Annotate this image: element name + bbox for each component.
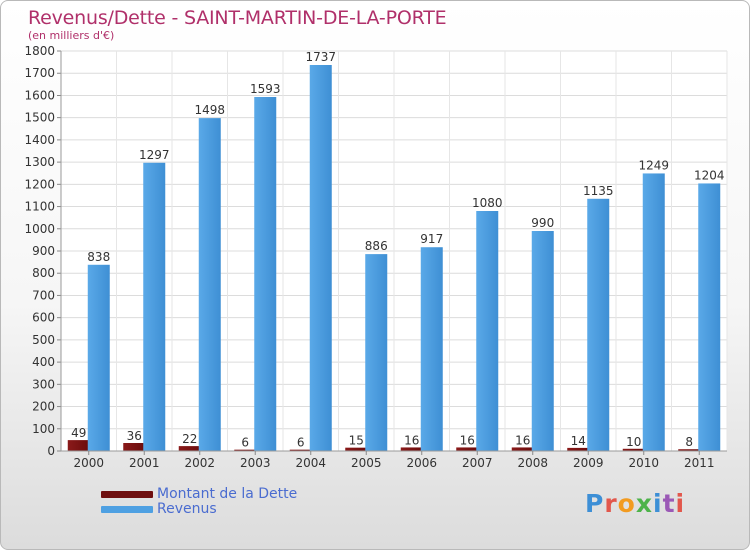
revenue-value-label: 1249	[638, 158, 669, 172]
debt-value-label: 16	[460, 433, 475, 447]
revenue-value-label: 917	[420, 232, 443, 246]
y-tick-label: 100	[32, 422, 55, 436]
y-tick-label: 900	[32, 244, 55, 258]
y-tick-label: 1700	[24, 66, 55, 80]
legend-label-dette: Montant de la Dette	[157, 486, 298, 502]
x-tick-label: 2005	[351, 456, 382, 470]
debt-value-label: 10	[626, 435, 641, 449]
debt-bar	[456, 447, 479, 451]
debt-value-label: 36	[127, 429, 142, 443]
x-tick-label: 2002	[184, 456, 215, 470]
debt-bar	[567, 447, 590, 451]
revenue-bar	[87, 264, 110, 451]
x-tick-label: 2006	[406, 456, 437, 470]
y-tick-label: 1300	[24, 155, 55, 169]
debt-value-label: 6	[241, 436, 249, 450]
y-tick-label: 1600	[24, 88, 55, 102]
revenue-bar	[254, 97, 277, 451]
revenue-value-label: 1593	[250, 82, 281, 96]
legend-item-revenus: Revenus	[101, 502, 297, 517]
y-tick-label: 800	[32, 266, 55, 280]
y-tick-label: 0	[47, 444, 55, 458]
chart-title: Revenus/Dette - SAINT-MARTIN-DE-LA-PORTE	[28, 7, 447, 29]
y-tick-label: 1400	[24, 133, 55, 147]
revenue-bar	[642, 173, 665, 451]
y-tick-label: 500	[32, 333, 55, 347]
debt-bar	[511, 447, 534, 451]
y-tick-label: 1500	[24, 111, 55, 125]
legend-item-dette: Montant de la Dette	[101, 487, 297, 502]
revenue-value-label: 1498	[194, 103, 225, 117]
chart-legend: Montant de la Dette Revenus	[101, 487, 297, 517]
debt-bar	[289, 449, 312, 451]
legend-swatch-dette	[101, 491, 153, 498]
debt-value-label: 8	[685, 435, 693, 449]
revenue-bar	[420, 247, 443, 451]
revenue-value-label: 1135	[583, 184, 614, 198]
y-tick-label: 200	[32, 400, 55, 414]
y-tick-label: 1800	[24, 44, 55, 58]
y-tick-label: 400	[32, 355, 55, 369]
debt-value-label: 14	[571, 434, 586, 448]
debt-value-label: 6	[297, 436, 305, 450]
revenue-bar	[143, 162, 166, 451]
revenue-bar	[531, 231, 554, 451]
x-tick-label: 2009	[573, 456, 604, 470]
y-tick-label: 300	[32, 377, 55, 391]
revenue-bar	[698, 183, 721, 451]
revenue-value-label: 1297	[139, 148, 170, 162]
x-tick-label: 2007	[462, 456, 493, 470]
debt-value-label: 16	[404, 433, 419, 447]
revenue-bar	[198, 118, 221, 451]
debt-value-label: 16	[515, 433, 530, 447]
chart-subtitle: (en milliers d'€)	[28, 29, 115, 42]
revenue-value-label: 1204	[694, 168, 725, 182]
debt-bar	[622, 448, 645, 451]
debt-bar	[178, 446, 201, 451]
revenue-value-label: 1080	[472, 196, 503, 210]
debt-bar	[400, 447, 423, 451]
debt-value-label: 22	[182, 432, 197, 446]
debt-bar	[67, 440, 90, 451]
debt-bar	[234, 449, 257, 451]
y-tick-label: 1000	[24, 222, 55, 236]
debt-value-label: 49	[71, 426, 86, 440]
debt-bar	[345, 447, 368, 451]
revenue-bar	[309, 65, 332, 451]
legend-label-revenus: Revenus	[157, 501, 217, 517]
x-tick-label: 2001	[129, 456, 160, 470]
x-tick-label: 2010	[628, 456, 659, 470]
revenue-value-label: 990	[531, 216, 554, 230]
x-tick-label: 2008	[517, 456, 548, 470]
debt-bar	[678, 449, 701, 451]
revenue-value-label: 1737	[305, 50, 336, 64]
legend-swatch-revenus	[101, 506, 153, 513]
y-tick-label: 700	[32, 288, 55, 302]
x-tick-label: 2004	[295, 456, 326, 470]
x-tick-label: 2011	[684, 456, 715, 470]
revenue-bar	[476, 211, 499, 451]
x-tick-label: 2003	[240, 456, 271, 470]
y-tick-label: 1200	[24, 177, 55, 191]
debt-value-label: 15	[349, 434, 364, 448]
y-tick-label: 600	[32, 311, 55, 325]
debt-bar	[123, 443, 146, 451]
revenue-bar	[587, 198, 610, 451]
y-tick-label: 1100	[24, 200, 55, 214]
revenue-bar	[365, 254, 388, 451]
revenue-value-label: 838	[87, 250, 110, 264]
revenue-value-label: 886	[365, 239, 388, 253]
proxiti-logo: Proxiti	[585, 489, 686, 518]
x-tick-label: 2000	[73, 456, 104, 470]
